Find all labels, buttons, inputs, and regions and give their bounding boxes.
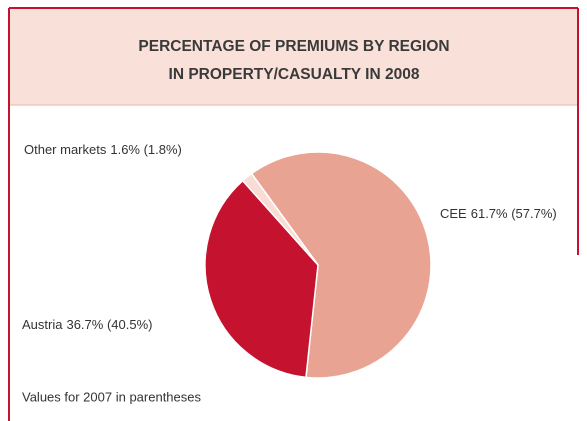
- pie-slice: [250, 151, 432, 379]
- slice-label: CEE 61.7% (57.7%): [440, 206, 557, 221]
- value-label: 1.6% (1.8%): [110, 142, 182, 157]
- chart-title: IN PROPERTY/CASUALTY IN 2008: [169, 66, 420, 83]
- slice-label: Other markets 1.6% (1.8%): [24, 142, 182, 157]
- category-label: Austria: [22, 317, 63, 332]
- value-label: 36.7% (40.5%): [66, 317, 152, 332]
- category-label: Other markets: [24, 142, 107, 157]
- category-label: CEE: [440, 206, 467, 221]
- value-label: 61.7% (57.7%): [471, 206, 557, 221]
- slice-label: Austria 36.7% (40.5%): [22, 317, 152, 332]
- header-background: [9, 9, 578, 105]
- footnote: Values for 2007 in parentheses: [22, 389, 201, 404]
- pie-slice: [241, 172, 319, 266]
- chart-title: PERCENTAGE OF PREMIUMS BY REGION: [138, 38, 449, 55]
- pie-slice: [204, 179, 319, 379]
